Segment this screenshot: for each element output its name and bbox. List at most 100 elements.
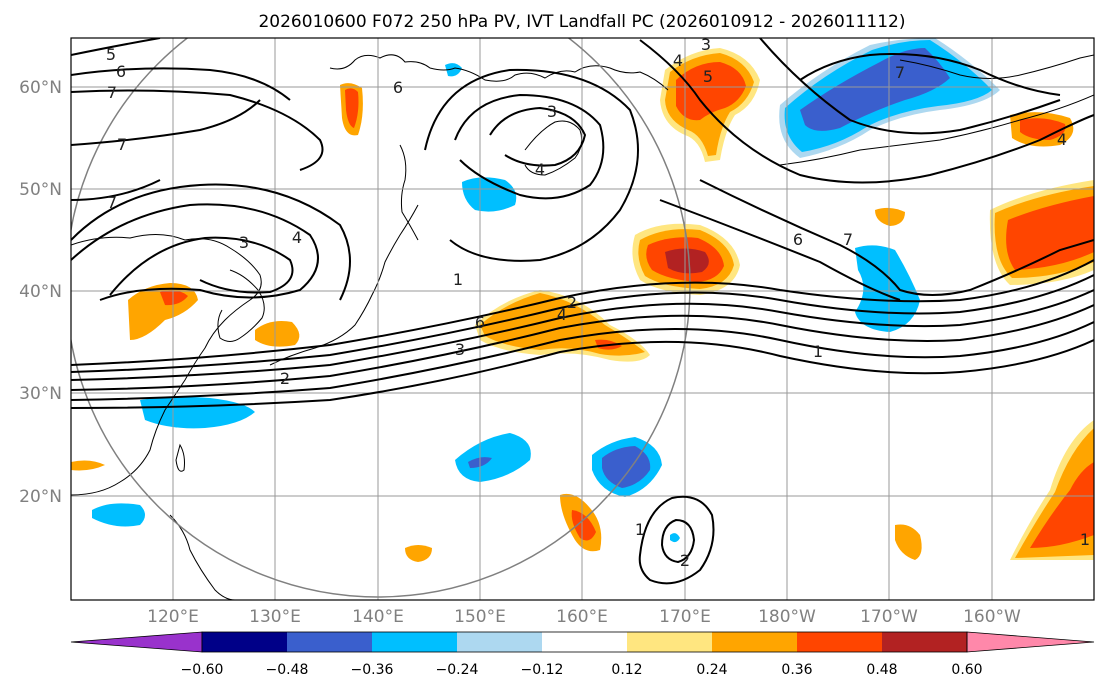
contour-label: 7 bbox=[107, 193, 117, 212]
figure-title: 2026010600 F072 250 hPa PV, IVT Landfall… bbox=[258, 12, 905, 32]
pv-contour bbox=[71, 274, 1094, 373]
pv-contour bbox=[454, 93, 605, 200]
lon-label: 150°E bbox=[454, 607, 506, 627]
pv-contour bbox=[638, 495, 715, 585]
lon-label: 170°E bbox=[659, 607, 711, 627]
contour-label: 1 bbox=[813, 342, 823, 361]
contour-label: 1 bbox=[1080, 530, 1090, 549]
contour-label: 3 bbox=[547, 102, 557, 121]
pv-contour bbox=[71, 183, 351, 301]
pv-contour bbox=[71, 289, 1094, 381]
pv-contour bbox=[71, 67, 291, 101]
pv-contour bbox=[71, 259, 1094, 366]
coastline-korea bbox=[217, 269, 265, 342]
coastline-china bbox=[71, 234, 262, 496]
contour-label: 4 bbox=[535, 160, 545, 179]
lat-label: 30°N bbox=[19, 384, 62, 404]
coastlines bbox=[71, 54, 1094, 600]
lon-label: 160°E bbox=[556, 607, 608, 627]
colorbar-tick: 0.36 bbox=[781, 662, 812, 678]
positive-region bbox=[405, 545, 432, 562]
colorbar-tick: −0.36 bbox=[351, 662, 394, 678]
coastline-japan bbox=[269, 204, 419, 366]
contour-label: 4 bbox=[1057, 130, 1067, 149]
colorbar-segment bbox=[797, 632, 882, 652]
lon-label: 180°W bbox=[758, 607, 816, 627]
positive-region bbox=[676, 62, 746, 121]
contour-label: 6 bbox=[116, 62, 126, 81]
colorbar-tick: −0.24 bbox=[436, 662, 479, 678]
contour-label: 7 bbox=[117, 135, 127, 154]
contour-label: 6 bbox=[793, 230, 803, 249]
landfall-radius-circle bbox=[71, 38, 691, 598]
pv-contours bbox=[71, 38, 1094, 585]
shading-positive bbox=[71, 48, 1094, 562]
coastline-siberia bbox=[329, 54, 669, 91]
coastline-alaska bbox=[899, 54, 1094, 79]
negative-region bbox=[92, 503, 145, 527]
negative-region bbox=[445, 63, 462, 77]
colorbar-segment bbox=[287, 632, 372, 652]
colorbar-outline bbox=[201, 631, 968, 653]
colorbar-tick: 0.24 bbox=[696, 662, 727, 678]
positive-region bbox=[255, 321, 300, 347]
colorbar-segment bbox=[457, 632, 542, 652]
colorbar-tick: −0.60 bbox=[181, 662, 224, 678]
longitude-labels: 120°E 130°E 140°E 150°E 160°E 170°E 180°… bbox=[147, 607, 1021, 627]
colorbar-segment bbox=[882, 632, 967, 652]
colorbar-segment bbox=[372, 632, 457, 652]
colorbar-tick: −0.12 bbox=[521, 662, 564, 678]
lon-label: 130°E bbox=[249, 607, 301, 627]
negative-region bbox=[455, 433, 531, 482]
pv-contour bbox=[639, 39, 1094, 184]
pv-contour bbox=[799, 53, 1061, 96]
negative-region bbox=[462, 177, 517, 212]
contour-label: 7 bbox=[895, 63, 905, 82]
coastline-taiwan bbox=[175, 443, 185, 472]
colorbar-segment bbox=[202, 632, 287, 652]
contour-label: 3 bbox=[455, 340, 465, 359]
coastline-sakhalin bbox=[399, 144, 419, 241]
shading-negative bbox=[92, 38, 1000, 543]
pv-contour bbox=[71, 89, 324, 171]
contour-label: 6 bbox=[393, 78, 403, 97]
pv-contour bbox=[424, 68, 639, 262]
pv-contour bbox=[71, 99, 261, 146]
pv-contour bbox=[109, 236, 294, 296]
positive-region bbox=[1006, 196, 1094, 270]
positive-region bbox=[160, 290, 188, 306]
lat-label: 60°N bbox=[19, 78, 62, 98]
contour-label: 4 bbox=[557, 305, 567, 324]
contour-label: 2 bbox=[567, 293, 577, 312]
colorbar-tick: −0.48 bbox=[266, 662, 309, 678]
colorbar-tick-labels: −0.60 −0.48 −0.36 −0.24 −0.12 0.12 0.24 … bbox=[181, 662, 983, 678]
contour-label: 1 bbox=[635, 520, 645, 539]
positive-region bbox=[895, 524, 922, 560]
colorbar-extend-right bbox=[966, 631, 1095, 653]
lat-label: 20°N bbox=[19, 487, 62, 507]
lon-label: 120°E bbox=[147, 607, 199, 627]
lon-label: 170°W bbox=[860, 607, 918, 627]
pv-contour bbox=[71, 179, 161, 201]
positive-region bbox=[665, 248, 709, 274]
contour-label: 2 bbox=[680, 551, 690, 570]
negative-region bbox=[670, 533, 680, 543]
coastline-aleutians bbox=[779, 94, 1094, 166]
positive-region bbox=[345, 88, 359, 128]
pv-contour bbox=[489, 106, 587, 167]
contour-label: 4 bbox=[673, 51, 683, 70]
lon-label: 160°W bbox=[963, 607, 1021, 627]
gridlines bbox=[71, 38, 1094, 600]
colorbar-segment bbox=[627, 632, 712, 652]
contour-label: 7 bbox=[107, 83, 117, 102]
pv-contour bbox=[71, 321, 1094, 401]
contour-label: 3 bbox=[239, 233, 249, 252]
colorbar-tick: 0.48 bbox=[866, 662, 897, 678]
positive-region bbox=[1030, 462, 1094, 548]
latitude-labels: 20°N 30°N 40°N 50°N 60°N bbox=[19, 78, 62, 507]
pv-contour bbox=[71, 304, 1094, 391]
colorbar-extend-left bbox=[70, 631, 203, 653]
pv-contour bbox=[659, 199, 901, 301]
coastline-philippines bbox=[169, 514, 236, 600]
pv-contour bbox=[71, 339, 1094, 409]
